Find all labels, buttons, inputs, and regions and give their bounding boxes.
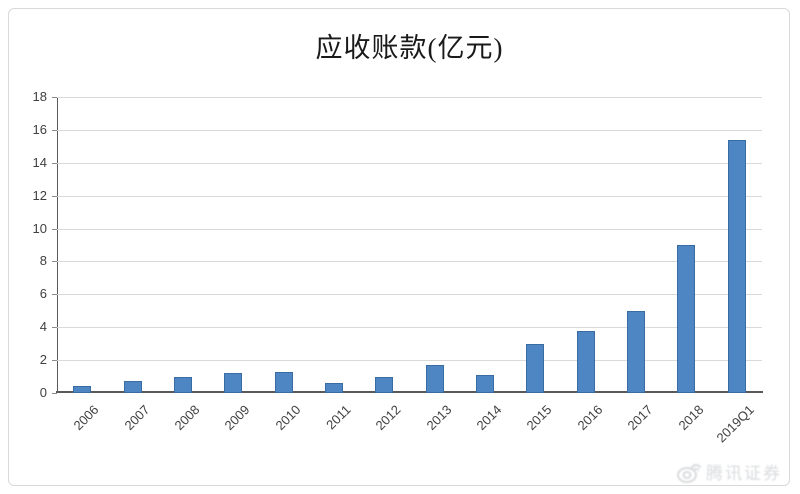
x-tick-label: 2008 bbox=[171, 402, 203, 434]
x-tick-label: 2006 bbox=[70, 402, 102, 434]
y-tick-label: 12 bbox=[32, 187, 47, 203]
bar-2019Q1 bbox=[727, 139, 746, 393]
gridline bbox=[57, 195, 762, 197]
gridline bbox=[57, 97, 762, 98]
x-tick-label: 2012 bbox=[372, 402, 404, 434]
y-tick-label: 8 bbox=[39, 253, 47, 269]
y-axis-tick bbox=[52, 228, 57, 230]
bar-2013 bbox=[425, 365, 444, 393]
gridline bbox=[57, 228, 762, 230]
y-tick-label: 10 bbox=[32, 220, 47, 236]
y-axis-tick bbox=[52, 195, 57, 197]
x-tick-label: 2013 bbox=[423, 402, 455, 434]
x-tick-label: 2015 bbox=[523, 402, 556, 434]
gridline bbox=[57, 162, 762, 164]
gridline bbox=[57, 294, 762, 296]
gridline bbox=[57, 261, 762, 263]
y-axis-tick bbox=[52, 129, 57, 131]
watermark: 腾讯证券 bbox=[677, 459, 782, 484]
x-tick-label: 2011 bbox=[323, 402, 354, 433]
x-tick-label: 2017 bbox=[624, 402, 656, 434]
watermark-text: 腾讯证券 bbox=[706, 464, 782, 483]
y-tick-label: 4 bbox=[39, 319, 47, 335]
bar-2006 bbox=[73, 386, 92, 393]
bar-2011 bbox=[324, 383, 343, 393]
y-tick-label: 16 bbox=[32, 121, 47, 137]
x-tick-label: 2016 bbox=[574, 402, 606, 434]
bar-2010 bbox=[274, 371, 293, 393]
y-tick-label: 14 bbox=[32, 154, 47, 170]
bar-2016 bbox=[576, 330, 595, 393]
y-tick-label: 2 bbox=[39, 352, 47, 368]
weibo-logo-icon bbox=[677, 463, 701, 483]
bar-2014 bbox=[476, 374, 495, 393]
y-axis-tick bbox=[52, 97, 57, 98]
x-tick-label: 2019Q1 bbox=[713, 402, 757, 446]
bar-2018 bbox=[677, 245, 696, 393]
chart-title: 应收账款(亿元) bbox=[315, 33, 504, 63]
y-axis-tick bbox=[52, 261, 57, 263]
gridline bbox=[57, 360, 762, 362]
y-tick-label: 6 bbox=[39, 286, 47, 302]
y-tick-label: 18 bbox=[32, 89, 47, 104]
bar-2009 bbox=[224, 373, 243, 393]
x-axis-line bbox=[56, 391, 763, 393]
gridline bbox=[57, 327, 762, 329]
gridline bbox=[57, 129, 762, 131]
plot-area bbox=[57, 97, 763, 393]
bar-2007 bbox=[123, 381, 142, 393]
x-tick-label: 2018 bbox=[675, 402, 707, 434]
bar-2015 bbox=[526, 343, 545, 393]
y-axis-tick bbox=[52, 294, 57, 296]
y-axis-tick bbox=[52, 327, 57, 329]
y-tick-label: 0 bbox=[39, 385, 47, 400]
bar-2012 bbox=[375, 376, 394, 393]
bar-2017 bbox=[627, 310, 646, 393]
y-axis-tick bbox=[52, 360, 57, 362]
bar-2008 bbox=[173, 376, 192, 393]
y-axis-tick bbox=[52, 393, 57, 394]
x-tick-label: 2014 bbox=[473, 402, 505, 434]
y-axis-tick bbox=[52, 162, 57, 164]
x-tick-label: 2007 bbox=[121, 402, 153, 434]
x-tick-label: 2009 bbox=[221, 402, 253, 434]
x-tick-label: 2010 bbox=[272, 402, 304, 434]
